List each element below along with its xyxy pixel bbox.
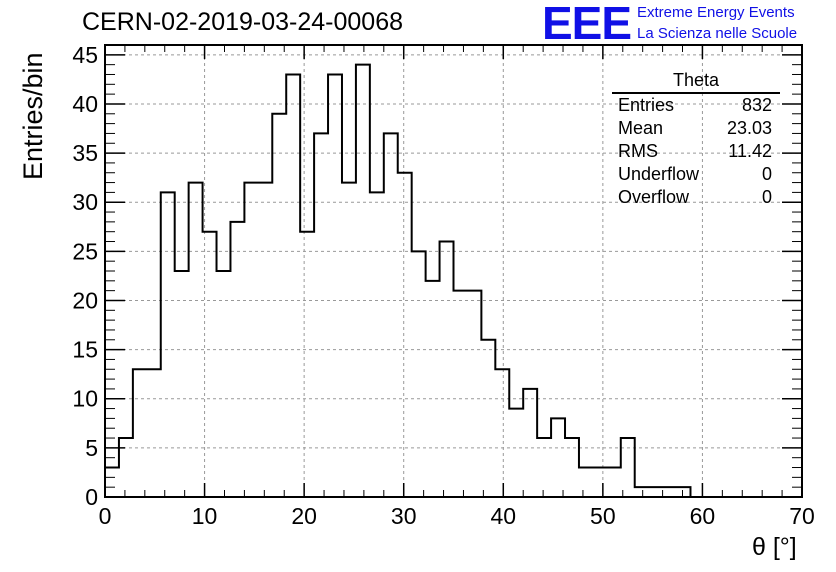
x-tick-label: 70 bbox=[789, 503, 815, 529]
y-tick-label: 45 bbox=[72, 42, 98, 68]
stats-row-mean: Mean 23.03 bbox=[610, 117, 778, 140]
x-tick-label: 20 bbox=[291, 503, 317, 529]
histogram-series bbox=[104, 63, 692, 497]
stats-value: 0 bbox=[761, 164, 772, 184]
stats-title: Theta bbox=[612, 70, 780, 94]
x-tick-label: 50 bbox=[590, 503, 616, 529]
stats-value: 0 bbox=[761, 187, 772, 207]
stats-row-overflow: Overflow 0 bbox=[610, 186, 778, 209]
stats-value: 832 bbox=[741, 95, 772, 115]
stats-label: Underflow bbox=[618, 164, 700, 184]
stats-label: Mean bbox=[618, 118, 664, 138]
y-tick-label: 25 bbox=[72, 238, 98, 264]
stats-row-entries: Entries 832 bbox=[610, 94, 778, 117]
x-axis-label: θ [°] bbox=[752, 533, 797, 561]
y-tick-label: 10 bbox=[72, 386, 98, 412]
axis-tick-labels: 0 10 20 30 40 50 60 70 0 5 10 15 20 25 30 35 40 45 bbox=[72, 42, 814, 529]
stats-label: Overflow bbox=[618, 187, 690, 207]
stats-value: 23.03 bbox=[726, 118, 772, 138]
stats-row-underflow: Underflow 0 bbox=[610, 163, 778, 186]
eee-logo: EEE bbox=[542, 0, 632, 49]
x-tick-label: 30 bbox=[391, 503, 417, 529]
x-tick-label: 60 bbox=[690, 503, 716, 529]
y-tick-label: 0 bbox=[85, 484, 98, 510]
y-tick-label: 5 bbox=[85, 435, 98, 461]
y-tick-label: 40 bbox=[72, 91, 98, 117]
chart-title: CERN-02-2019-03-24-00068 bbox=[82, 8, 404, 36]
x-tick-label: 40 bbox=[490, 503, 516, 529]
logo-line-2: La Scienza nelle Scuole bbox=[637, 25, 798, 42]
stats-label: RMS bbox=[618, 141, 658, 161]
y-axis-label: Entries/bin bbox=[18, 52, 48, 180]
stats-value: 11.42 bbox=[728, 141, 772, 161]
stats-box: Theta Entries 832 Mean 23.03 RMS 11.42 U… bbox=[610, 70, 780, 209]
y-tick-label: 15 bbox=[72, 337, 98, 363]
x-tick-label: 10 bbox=[192, 503, 218, 529]
logo-line-1: Extreme Energy Events bbox=[637, 4, 795, 21]
x-tick-label: 0 bbox=[99, 503, 112, 529]
axis-ticks bbox=[104, 44, 803, 498]
y-tick-label: 20 bbox=[72, 287, 98, 313]
y-tick-label: 30 bbox=[72, 189, 98, 215]
stats-row-rms: RMS 11.42 bbox=[610, 140, 778, 163]
y-tick-label: 35 bbox=[72, 140, 98, 166]
stats-label: Entries bbox=[618, 95, 675, 115]
